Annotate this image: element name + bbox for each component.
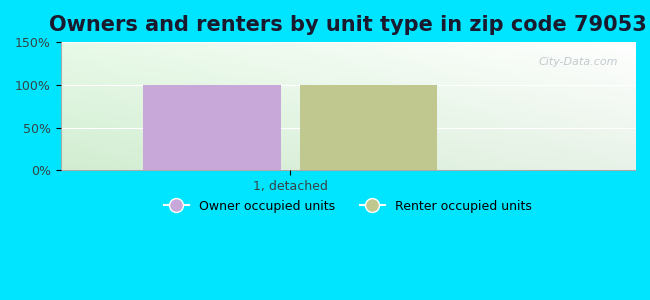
Bar — [143, 85, 281, 170]
Legend: Owner occupied units, Renter occupied units: Owner occupied units, Renter occupied un… — [159, 195, 537, 218]
Title: Owners and renters by unit type in zip code 79053: Owners and renters by unit type in zip c… — [49, 15, 647, 35]
Bar — [300, 85, 437, 170]
Text: City-Data.com: City-Data.com — [538, 58, 617, 68]
